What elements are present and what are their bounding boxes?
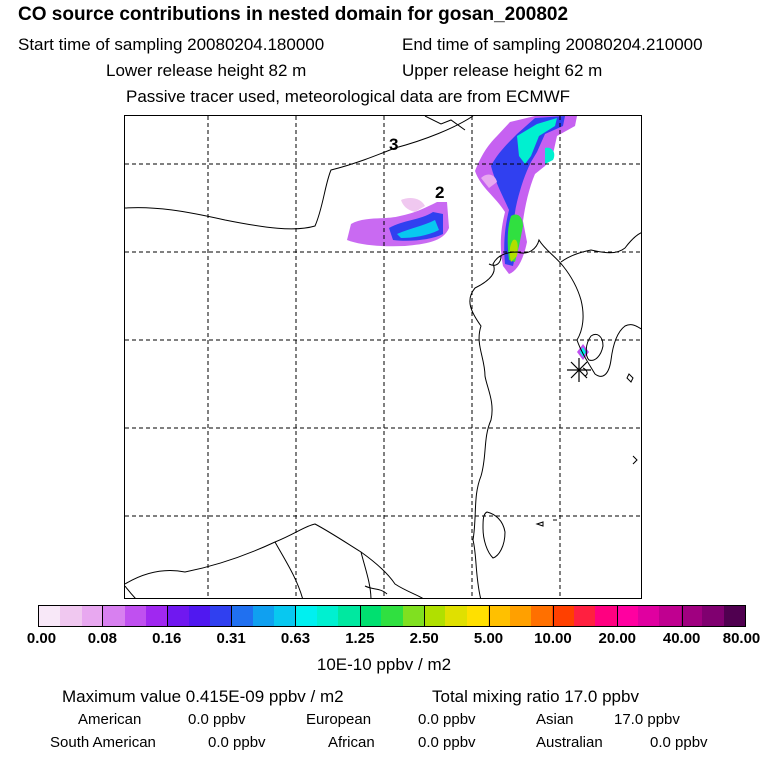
colorbar-cell [124, 606, 146, 626]
colorbar-tick-label: 1.25 [345, 630, 375, 647]
colorbar-cell [103, 606, 125, 626]
plume-northeast [475, 116, 577, 274]
australian-value: 0.0 ppbv [650, 734, 708, 751]
map-panel: 3 2 [124, 115, 642, 599]
colorbar-cell [359, 606, 382, 626]
colorbar-tick-label: 80.00 [722, 630, 761, 647]
colorbar-cell [702, 606, 724, 626]
lower-release-height: Lower release height 82 m [106, 61, 307, 80]
colorbar-cell [680, 606, 703, 626]
colorbar-tick-label: 0.63 [280, 630, 311, 647]
south-american-value: 0.0 ppbv [208, 734, 266, 751]
total-mixing-ratio: Total mixing ratio 17.0 ppbv [432, 687, 639, 706]
asian-label: Asian [536, 711, 574, 728]
colorbar-cell [402, 606, 425, 626]
colorbar-cell [424, 606, 446, 626]
colorbar-tick-label: 5.00 [473, 630, 504, 647]
colorbar-cell [552, 606, 574, 626]
american-value: 0.0 ppbv [188, 711, 246, 728]
colorbar-cell [466, 606, 489, 626]
colorbar-cell [723, 606, 745, 626]
max-value: Maximum value 0.415E-09 ppbv / m2 [62, 687, 344, 706]
colorbar-tick-label: 0.08 [87, 630, 117, 647]
colorbar-cell [231, 606, 253, 626]
colorbar-cell [488, 606, 510, 626]
colorbar-divider [295, 605, 297, 627]
colorbar-unit: 10E-10 ppbv / m2 [316, 655, 452, 674]
colorbar-cell [188, 606, 211, 626]
colorbar-cell [167, 606, 189, 626]
colorbar-tick-label: 10.00 [534, 630, 572, 647]
colorbar-cell [595, 606, 617, 626]
page-title: CO source contributions in nested domain… [18, 4, 569, 25]
track-label-3: 3 [389, 135, 398, 154]
colorbar-divider [359, 605, 361, 627]
european-label: European [306, 711, 372, 728]
colorbar-divider [681, 605, 683, 627]
colorbar [38, 605, 746, 627]
south-american-label: South American [50, 734, 156, 751]
colorbar-cell [381, 606, 403, 626]
upper-release-height: Upper release height 62 m [402, 61, 603, 80]
track-label-2: 2 [435, 183, 444, 202]
colorbar-tick-label: 0.00 [26, 630, 57, 647]
colorbar-cell [338, 606, 360, 626]
colorbar-cell [60, 606, 82, 626]
colorbar-cell [295, 606, 318, 626]
plume-west [347, 198, 449, 247]
map-canvas: 3 2 [125, 116, 641, 598]
colorbar-divider [424, 605, 426, 627]
colorbar-cell [445, 606, 467, 626]
asian-value: 17.0 ppbv [614, 711, 680, 728]
receptor-asterisk-icon [567, 358, 591, 382]
african-value: 0.0 ppbv [418, 734, 476, 751]
map-grid [125, 116, 641, 598]
colorbar-cell [509, 606, 531, 626]
colorbar-divider [102, 605, 104, 627]
tracer-note: Passive tracer used, meteorological data… [126, 87, 571, 106]
colorbar-cell [317, 606, 339, 626]
colorbar-divider [552, 605, 554, 627]
colorbar-cell [573, 606, 596, 626]
colorbar-cell [145, 606, 168, 626]
colorbar-cell [530, 606, 553, 626]
coastlines [125, 116, 641, 598]
colorbar-cell [81, 606, 104, 626]
colorbar-divider [617, 605, 619, 627]
colorbar-cell [210, 606, 232, 626]
colorbar-tick-label: 0.16 [152, 630, 182, 647]
start-time: Start time of sampling 20080204.180000 [18, 35, 325, 54]
end-time: End time of sampling 20080204.210000 [402, 35, 703, 54]
colorbar-divider [166, 605, 168, 627]
colorbar-cell [252, 606, 275, 626]
australian-label: Australian [536, 734, 603, 751]
colorbar-cell [637, 606, 660, 626]
colorbar-divider [231, 605, 233, 627]
american-label: American [78, 711, 142, 728]
colorbar-cell [616, 606, 638, 626]
colorbar-tick-label: 2.50 [409, 630, 439, 647]
european-value: 0.0 ppbv [418, 711, 476, 728]
colorbar-divider [488, 605, 490, 627]
colorbar-tick-label: 40.00 [662, 630, 701, 647]
colorbar-tick-label: 20.00 [598, 630, 637, 647]
colorbar-cell [39, 606, 61, 626]
colorbar-cell [659, 606, 681, 626]
colorbar-tick-label: 0.31 [216, 630, 246, 647]
african-label: African [328, 734, 375, 751]
colorbar-cell [274, 606, 296, 626]
